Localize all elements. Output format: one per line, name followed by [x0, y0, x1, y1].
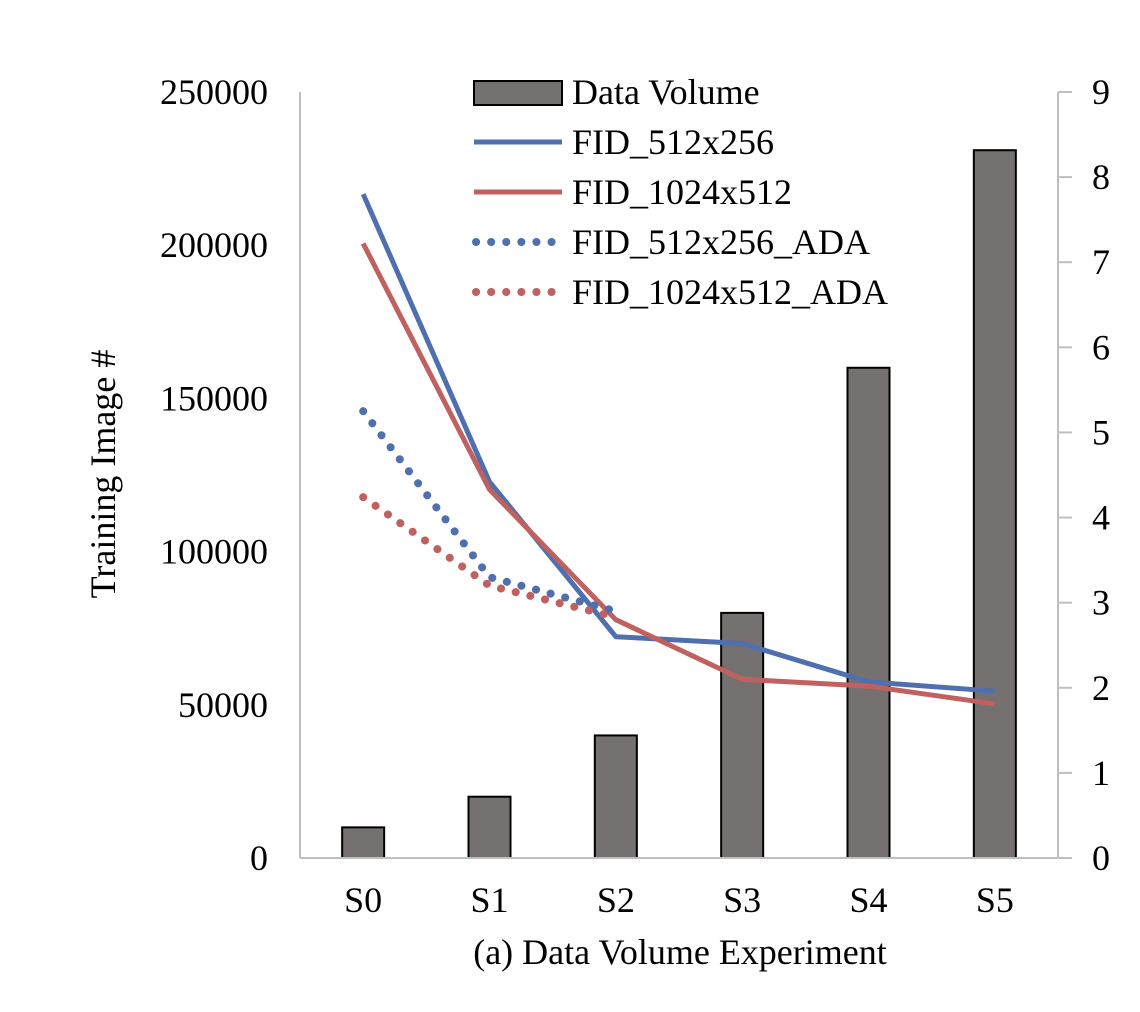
- legend-label: FID_1024x512: [572, 172, 792, 212]
- legend-label: FID_512x256: [572, 122, 774, 162]
- legend-item: Data Volume: [473, 72, 760, 112]
- y-axis-title: Training Image #: [83, 350, 123, 599]
- right-y-tick-label: 6: [1092, 327, 1110, 367]
- right-y-tick-label: 3: [1092, 583, 1110, 623]
- x-tick-label: S4: [849, 880, 887, 920]
- line-series: [359, 193, 996, 707]
- right-y-tick-label: 9: [1092, 72, 1110, 112]
- bar-s3: [720, 611, 765, 859]
- right-y-tick-label: 7: [1092, 242, 1110, 282]
- left-y-tick-label: 100000: [160, 532, 268, 572]
- legend-item: FID_1024x512: [474, 172, 792, 212]
- legend-label: FID_1024x512_ADA: [572, 272, 888, 312]
- x-tick-label: S1: [470, 880, 508, 920]
- x-tick-label: S5: [976, 880, 1014, 920]
- left-y-tick-label: 200000: [160, 225, 268, 265]
- legend-item: FID_512x256: [474, 122, 774, 162]
- legend-item: FID_1024x512_ADA: [472, 272, 888, 312]
- legend-label: FID_512x256_ADA: [572, 222, 870, 262]
- legend: Data Volume FID_512x256 FID_1024x512 FID_51…: [472, 72, 888, 312]
- x-axis: S0 S1 S2 S3 S4 S5: [300, 857, 1058, 920]
- series-line-fid-512x256-ada: [359, 407, 620, 616]
- series-line-fid-1024x512: [360, 242, 996, 707]
- left-y-tick-label: 50000: [178, 685, 268, 725]
- bar-s2: [593, 734, 638, 859]
- x-tick-label: S0: [344, 880, 382, 920]
- series-line-fid-1024x512-ada: [359, 493, 620, 622]
- left-y-tick-label: 250000: [160, 72, 268, 112]
- bar-s5: [972, 149, 1017, 859]
- right-y-tick-label: 1: [1092, 753, 1110, 793]
- bar-s1: [467, 795, 512, 859]
- series-line-fid-512x256: [360, 193, 996, 694]
- x-axis-title: (a) Data Volume Experiment: [473, 932, 887, 972]
- bar-s4: [846, 366, 891, 859]
- x-tick-label: S3: [723, 880, 761, 920]
- x-tick-label: S2: [597, 880, 635, 920]
- right-y-tick-label: 8: [1092, 157, 1110, 197]
- left-y-tick-label: 0: [250, 838, 268, 878]
- right-y-tick-label: 0: [1092, 838, 1110, 878]
- legend-swatch: [473, 80, 563, 106]
- right-y-axis: 0 1 2 3 4 5 6 7 8 9: [1057, 72, 1110, 878]
- legend-item: FID_512x256_ADA: [472, 222, 870, 262]
- right-y-tick-label: 5: [1092, 412, 1110, 452]
- right-y-tick-label: 4: [1092, 498, 1110, 538]
- legend-label: Data Volume: [572, 72, 760, 112]
- bar-s0: [341, 826, 386, 859]
- left-y-axis: 0 50000 100000 150000 200000 250000: [160, 72, 301, 878]
- right-y-tick-label: 2: [1092, 668, 1110, 708]
- left-y-tick-label: 150000: [160, 378, 268, 418]
